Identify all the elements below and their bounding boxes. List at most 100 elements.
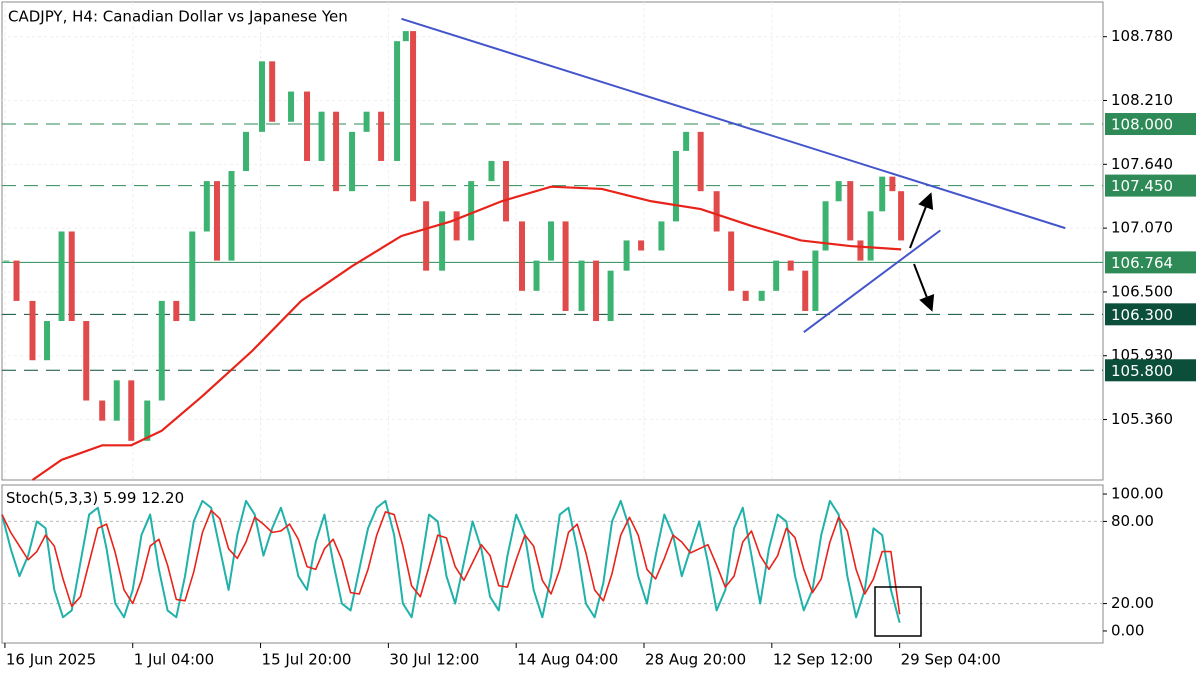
x-tick-label: 16 Jun 2025 — [6, 651, 96, 669]
candle — [503, 160, 510, 222]
candle — [228, 171, 235, 261]
candle — [378, 111, 385, 161]
y-tick-label: 80.00 — [1111, 512, 1154, 530]
candle — [879, 176, 886, 212]
y-tick-label: 100.00 — [1111, 485, 1164, 503]
candle — [822, 201, 829, 251]
level-label: 105.800 — [1111, 362, 1173, 380]
candle — [728, 231, 735, 291]
candle — [363, 111, 370, 132]
candle — [144, 400, 151, 441]
candle — [269, 61, 276, 122]
candle — [867, 211, 874, 261]
candle — [333, 111, 340, 192]
candle — [29, 300, 36, 361]
candle — [697, 131, 704, 192]
down-arrow — [913, 263, 935, 312]
candle — [593, 260, 600, 322]
x-tick-label: 28 Aug 20:00 — [645, 651, 746, 669]
trend-line — [401, 17, 1066, 230]
candle — [812, 250, 819, 311]
x-tick-label: 1 Jul 04:00 — [134, 651, 214, 669]
level-label-bg — [1105, 174, 1196, 197]
candle — [713, 191, 720, 232]
candle — [518, 221, 525, 291]
candle — [44, 321, 51, 361]
y-tick-label: 20.00 — [1111, 594, 1154, 612]
level-label: 108.000 — [1111, 116, 1173, 134]
candle — [113, 380, 120, 421]
candle — [607, 270, 614, 322]
candle — [173, 300, 180, 322]
x-tick-label: 12 Sep 12:00 — [773, 651, 873, 669]
level-label-bg — [1105, 359, 1196, 382]
y-tick-label: 107.070 — [1111, 219, 1173, 237]
candle — [623, 240, 630, 271]
candle — [288, 91, 295, 122]
candle — [847, 181, 854, 241]
candle — [394, 41, 401, 161]
candle — [533, 260, 540, 291]
candle — [548, 221, 555, 261]
stoch-line — [1, 509, 901, 615]
level-label: 106.300 — [1111, 306, 1173, 324]
candle — [658, 221, 665, 251]
chart-title: CADJPY, H4: Canadian Dollar vs Japanese … — [8, 8, 348, 26]
candle — [128, 380, 135, 441]
y-tick-label: 106.500 — [1111, 282, 1173, 300]
candle — [423, 201, 430, 271]
candle — [889, 176, 896, 192]
candle — [439, 211, 446, 271]
candle — [203, 181, 210, 232]
moving-average — [31, 185, 902, 481]
main-readout: 5.99 — [103, 489, 136, 507]
signal-readout: 12.20 — [141, 489, 184, 507]
candle — [578, 260, 585, 311]
candle — [683, 131, 690, 151]
candle — [258, 61, 265, 132]
up-arrow — [909, 192, 934, 249]
candle — [213, 181, 220, 261]
candle — [410, 31, 417, 202]
candle — [787, 260, 794, 271]
y-tick-label: 108.780 — [1111, 27, 1173, 45]
candle — [13, 260, 20, 301]
candle — [773, 260, 780, 291]
level-label-bg — [1105, 303, 1196, 326]
level-label-bg — [1105, 113, 1196, 136]
candle — [68, 231, 75, 322]
indicator-label: Stoch(5,3,3) 5.99 12.20 — [6, 489, 184, 507]
highlight-box — [874, 586, 922, 637]
stoch-line — [1, 499, 901, 624]
candle — [83, 321, 90, 401]
y-tick-label: 0.00 — [1111, 621, 1144, 639]
y-tick-label: 107.640 — [1111, 155, 1173, 173]
candle — [835, 181, 842, 202]
candle — [562, 221, 569, 311]
y-tick-label: 105.360 — [1111, 410, 1173, 428]
candle — [453, 211, 460, 241]
trend-line — [803, 229, 941, 334]
candle — [318, 111, 325, 161]
candle — [304, 91, 311, 161]
level-label: 107.450 — [1111, 177, 1173, 195]
candle — [402, 31, 409, 42]
indicator-name: Stoch(5,3,3) — [6, 489, 98, 507]
candle — [3, 260, 10, 262]
candle — [758, 290, 765, 301]
x-tick-label: 15 Jul 20:00 — [262, 651, 352, 669]
candle — [189, 231, 196, 322]
x-tick-label: 30 Jul 12:00 — [389, 651, 479, 669]
x-tick-label: 14 Aug 04:00 — [517, 651, 618, 669]
x-tick-label: 29 Sep 04:00 — [901, 651, 1001, 669]
level-label-bg — [1105, 251, 1196, 274]
candle — [58, 231, 65, 322]
candle — [243, 131, 250, 172]
candle — [857, 240, 864, 261]
candle — [99, 400, 106, 421]
y-tick-label: 108.210 — [1111, 91, 1173, 109]
candle — [898, 191, 905, 241]
candle — [488, 160, 495, 182]
candle — [672, 150, 679, 222]
